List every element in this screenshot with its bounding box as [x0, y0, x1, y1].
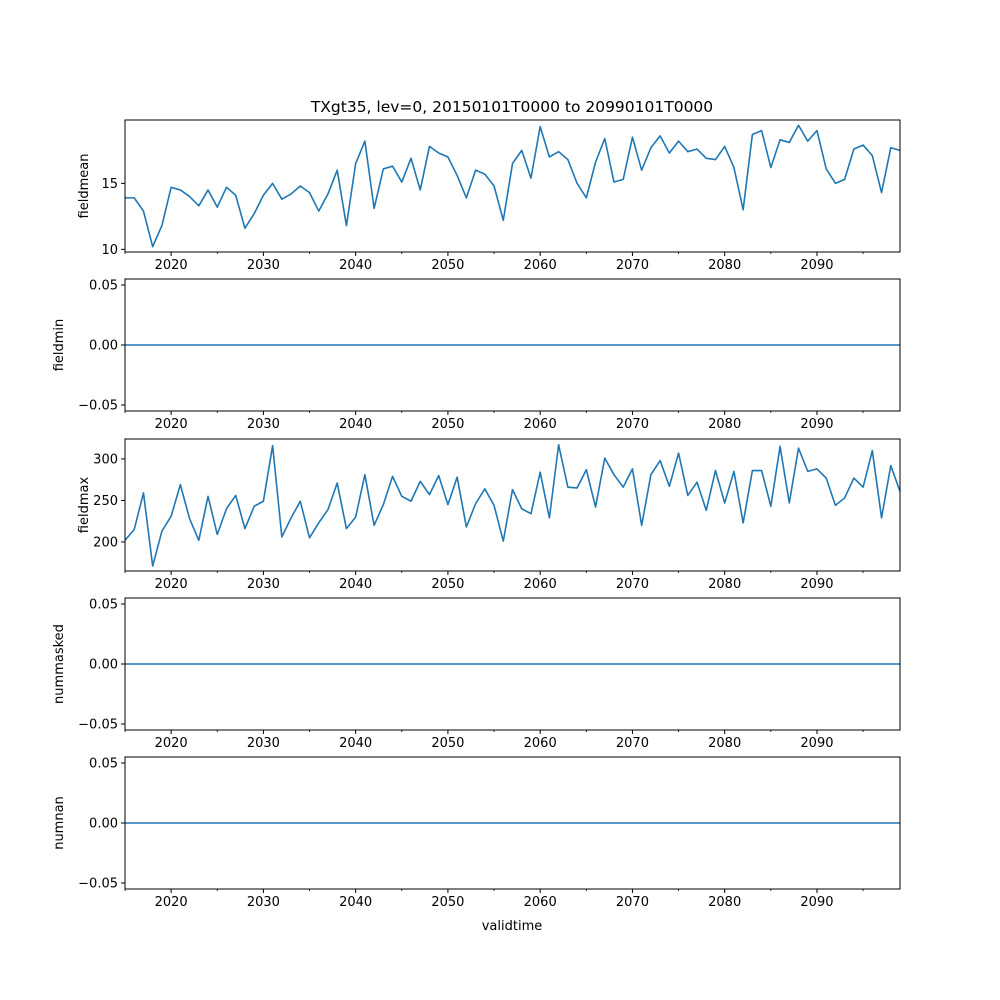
x-tick-label-2030: 2030 — [247, 577, 280, 592]
axes-frame-fieldmean — [124, 119, 901, 253]
y-tick-label-nummasked-2: 0.05 — [89, 598, 118, 613]
x-tick-label-2060: 2060 — [524, 417, 557, 432]
x-tick-label-2040: 2040 — [339, 895, 372, 910]
x-tick-label-2070: 2070 — [616, 895, 649, 910]
x-tick-label-2090: 2090 — [800, 258, 833, 273]
x-tick-label-2060: 2060 — [524, 258, 557, 273]
y-tick-label-nummasked-1: 0.00 — [89, 658, 118, 673]
y-tick-label-fieldmin-0: −0.05 — [78, 399, 118, 414]
panel-fieldmean: 2020 2030 2040 2050 2060 2070 2080 2090 10 15 fiel… — [77, 119, 901, 273]
y-tick-label-fieldmin-1: 0.00 — [89, 339, 118, 354]
x-axis-label: validtime — [482, 919, 543, 934]
x-tick-label-2050: 2050 — [431, 417, 464, 432]
x-tick-label-2050: 2050 — [431, 577, 464, 592]
x-tick-label-2030: 2030 — [247, 258, 280, 273]
x-tick-label-2070: 2070 — [616, 258, 649, 273]
y-axis-label-fieldmin: fieldmin — [52, 319, 67, 372]
y-tick-label-fieldmax-2: 300 — [93, 452, 118, 467]
y-tick-label-fieldmin-2: 0.05 — [89, 279, 118, 294]
x-tick-label-2080: 2080 — [708, 577, 741, 592]
x-tick-label-2040: 2040 — [339, 417, 372, 432]
x-tick-label-2050: 2050 — [431, 258, 464, 273]
x-tick-label-2030: 2030 — [247, 895, 280, 910]
panels: 2020 2030 2040 2050 2060 2070 2080 2090 10 15 fiel… — [52, 119, 901, 910]
panel-fieldmin: 2020 2030 2040 2050 2060 2070 2080 2090 −0.05 0.0… — [52, 278, 901, 432]
y-tick-label-fieldmean-1: 15 — [101, 177, 118, 192]
x-tick-label-2020: 2020 — [155, 895, 188, 910]
chart-title: TXgt35, lev=0, 20150101T0000 to 20990101… — [310, 98, 713, 116]
x-tick-label-2060: 2060 — [524, 895, 557, 910]
x-tick-label-2070: 2070 — [616, 417, 649, 432]
x-tick-label-2090: 2090 — [800, 417, 833, 432]
y-axis-label-fieldmax: fieldmax — [77, 477, 92, 534]
x-tick-label-2090: 2090 — [800, 736, 833, 751]
x-tick-label-2040: 2040 — [339, 258, 372, 273]
x-tick-label-2040: 2040 — [339, 736, 372, 751]
x-tick-label-2080: 2080 — [708, 417, 741, 432]
x-tick-label-2020: 2020 — [155, 577, 188, 592]
axes-frame-fieldmax — [124, 438, 901, 572]
y-tick-label-fieldmean-0: 10 — [101, 243, 118, 258]
x-tick-label-2080: 2080 — [708, 258, 741, 273]
y-tick-label-numnan-2: 0.05 — [89, 757, 118, 772]
x-tick-label-2090: 2090 — [800, 577, 833, 592]
x-tick-label-2030: 2030 — [247, 736, 280, 751]
x-tick-label-2070: 2070 — [616, 577, 649, 592]
y-axis-label-numnan: numnan — [52, 796, 67, 850]
y-axis-label-nummasked: nummasked — [52, 624, 67, 704]
panel-fieldmax: 2020 2030 2040 2050 2060 2070 2080 2090 200 250 30… — [77, 438, 901, 592]
y-tick-label-numnan-1: 0.00 — [89, 817, 118, 832]
x-tick-label-2050: 2050 — [431, 736, 464, 751]
x-tick-label-2090: 2090 — [800, 895, 833, 910]
x-tick-label-2060: 2060 — [524, 736, 557, 751]
x-tick-label-2020: 2020 — [155, 258, 188, 273]
y-axis-label-fieldmean: fieldmean — [77, 154, 92, 219]
y-tick-label-fieldmax-0: 200 — [93, 535, 118, 550]
series-line-fieldmax — [124, 444, 901, 567]
x-tick-label-2070: 2070 — [616, 736, 649, 751]
y-tick-label-nummasked-0: −0.05 — [78, 718, 118, 733]
panel-numnan: 2020 2030 2040 2050 2060 2070 2080 2090 −0.05 0.0… — [52, 756, 901, 910]
x-tick-label-2080: 2080 — [708, 895, 741, 910]
x-tick-label-2020: 2020 — [155, 417, 188, 432]
series-line-fieldmean — [125, 124, 901, 248]
x-tick-label-2020: 2020 — [155, 736, 188, 751]
x-tick-label-2030: 2030 — [247, 417, 280, 432]
y-tick-label-fieldmax-1: 250 — [93, 494, 118, 509]
panel-nummasked: 2020 2030 2040 2050 2060 2070 2080 2090 −0.05 0.0… — [52, 597, 901, 751]
x-tick-label-2060: 2060 — [524, 577, 557, 592]
x-tick-label-2050: 2050 — [431, 895, 464, 910]
y-tick-label-numnan-0: −0.05 — [78, 877, 118, 892]
x-tick-label-2080: 2080 — [708, 736, 741, 751]
x-tick-label-2040: 2040 — [339, 577, 372, 592]
